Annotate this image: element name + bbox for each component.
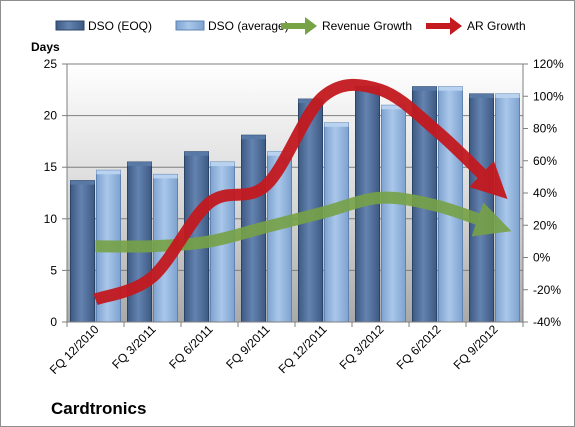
y-left-tick-label: 20 (44, 109, 58, 123)
x-ticks: FQ 12/2010 FQ 3/2011 FQ 6/2011 FQ 9/2011 FQ … (47, 322, 501, 377)
growth-arrows (93, 78, 512, 306)
bar-cap (70, 180, 95, 185)
bar-cap (495, 93, 520, 98)
y-left-tick-label: 0 (50, 315, 57, 329)
bar-cap (267, 151, 292, 156)
bar-dso-eoq (469, 93, 494, 323)
y-right-tick-label: 0% (533, 251, 551, 265)
bar-cap (210, 162, 235, 167)
legend: DSO (EOQ) DSO (average) Revenue Growth AR G… (55, 17, 526, 35)
bar-cap (127, 162, 152, 167)
y-left-tick-label: 15 (44, 160, 58, 174)
y-left-tick-label: 10 (44, 212, 58, 226)
bar-dso-average (324, 122, 349, 323)
legend-label: DSO (EOQ) (88, 19, 152, 33)
bar-cap (438, 86, 463, 91)
bar-cap (381, 105, 406, 110)
bar-cap (324, 122, 349, 127)
x-tick-label: FQ 12/2010 (47, 322, 102, 377)
x-tick-label: FQ 9/2011 (223, 322, 273, 372)
x-tick-label: FQ 3/2011 (109, 322, 159, 372)
y-right-tick-label: -40% (533, 315, 561, 329)
bar-cap (298, 99, 323, 104)
bar-dso-average (495, 93, 520, 323)
y-right-tick-label: 20% (533, 218, 557, 232)
bar-cap (469, 93, 494, 98)
legend-swatch (55, 20, 85, 31)
y-right-ticks: -40% -20% 0% 20% 40% 60% 80% 100% 120% (533, 57, 564, 329)
bar-dso-eoq (70, 180, 95, 323)
legend-arrow-swatch (426, 17, 462, 35)
x-tick-label: FQ 12/2011 (276, 322, 330, 376)
x-tick-label: FQ 9/2012 (451, 322, 501, 372)
x-tick-label: FQ 6/2011 (166, 322, 216, 372)
bar-dso-average (381, 104, 406, 323)
bar-cap (96, 170, 121, 175)
x-tick-label: FQ 6/2012 (394, 322, 444, 372)
y-right-tick-label: -20% (533, 283, 561, 297)
bar-cap (153, 174, 178, 179)
y-right-tick-label: 40% (533, 186, 557, 200)
bar-cap (184, 151, 209, 156)
bar-cap (241, 135, 266, 140)
y-left-ticks: 0 5 10 15 20 25 (44, 57, 58, 329)
legend-swatch (175, 20, 205, 31)
legend-arrow-swatch (281, 17, 317, 35)
bar-cap (412, 86, 437, 91)
y-left-tick-label: 5 (50, 263, 57, 277)
revenue-growth-arrow (95, 191, 512, 253)
legend-label: Revenue Growth (322, 19, 412, 33)
legend-label: AR Growth (467, 19, 526, 33)
axes (62, 63, 528, 327)
x-tick-label: FQ 3/2012 (337, 322, 387, 372)
y-right-tick-label: 100% (533, 89, 564, 103)
y-left-tick-label: 25 (44, 57, 58, 71)
company-name: Cardtronics (51, 399, 147, 418)
y-right-tick-label: 80% (533, 122, 557, 136)
y-left-title: Days (31, 40, 60, 54)
legend-label: DSO (average) (208, 19, 289, 33)
y-right-tick-label: 60% (533, 154, 557, 168)
y-right-tick-label: 120% (533, 57, 564, 71)
ar-growth-arrow (93, 78, 508, 306)
